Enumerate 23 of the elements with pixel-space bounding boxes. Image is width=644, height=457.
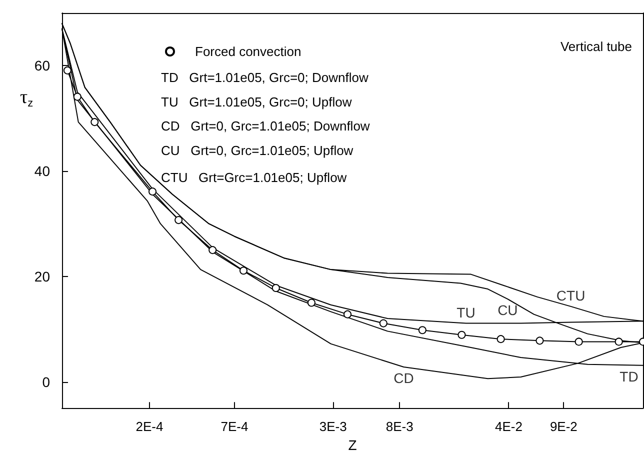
- annotation: Vertical tube: [560, 39, 632, 54]
- annotation: CU Grt=0, Grc=1.01e05; Upflow: [161, 142, 354, 158]
- x-tick-label: 7E-4: [220, 419, 248, 434]
- x-tick-label: 3E-3: [319, 419, 347, 434]
- x-axis-title: Z: [348, 437, 358, 453]
- x-tick-label: 8E-3: [386, 419, 414, 434]
- y-tick-label: 40: [34, 163, 50, 180]
- y-tick-label: 20: [34, 268, 50, 284]
- y-tick-label: 60: [34, 58, 50, 74]
- annotation: TU Grt=1.01e05, Grc=0; Upflow: [161, 94, 352, 110]
- x-tick-label: 2E-4: [136, 419, 164, 434]
- x-tick-label: 9E-2: [550, 419, 578, 434]
- annotation: CU: [498, 302, 518, 318]
- annotation: CTU: [556, 287, 586, 304]
- annotation: TD Grt=1.01e05, Grc=0; Downflow: [161, 70, 369, 85]
- annotation: TD: [620, 368, 638, 384]
- annotation: CD: [394, 370, 414, 386]
- x-tick-label: 4E-2: [494, 419, 522, 434]
- annotation: CTU Grt=Grc=1.01e05; Upflow: [161, 170, 348, 186]
- legend-label: Forced convection: [195, 44, 302, 59]
- annotation: TU: [456, 304, 476, 320]
- annotation: CD Grt=0, Grc=1.01e05; Downflow: [161, 118, 370, 134]
- y-tick-label: 0: [42, 374, 50, 390]
